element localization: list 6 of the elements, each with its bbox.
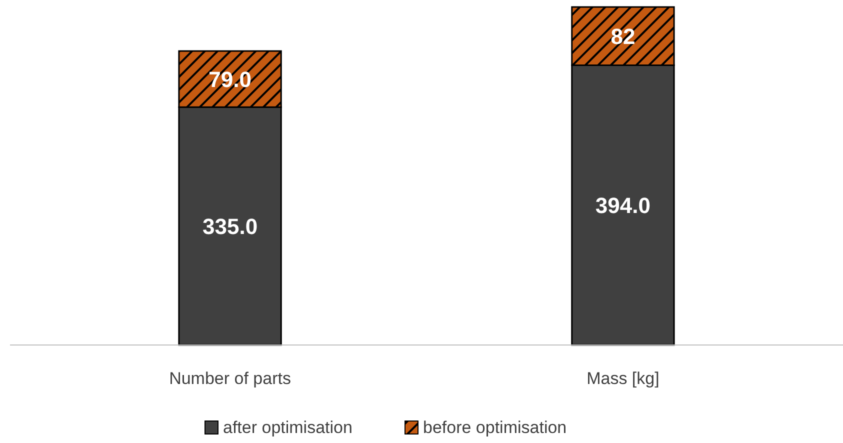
data-label: 394.0 [595,192,650,218]
data-label: 335.0 [202,214,258,239]
x-tick-label: Mass [kg] [586,369,660,388]
x-tick-label: Number of parts [169,369,291,388]
legend-label: after optimisation [223,418,352,437]
legend-label: before optimisation [423,418,567,437]
